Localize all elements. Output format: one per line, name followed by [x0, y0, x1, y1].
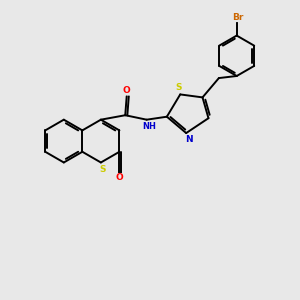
Text: O: O — [123, 86, 130, 95]
Text: S: S — [176, 83, 182, 92]
Text: Br: Br — [232, 13, 244, 22]
Text: N: N — [185, 134, 193, 143]
Text: O: O — [116, 173, 123, 182]
Text: S: S — [99, 164, 106, 173]
Text: NH: NH — [142, 122, 156, 131]
